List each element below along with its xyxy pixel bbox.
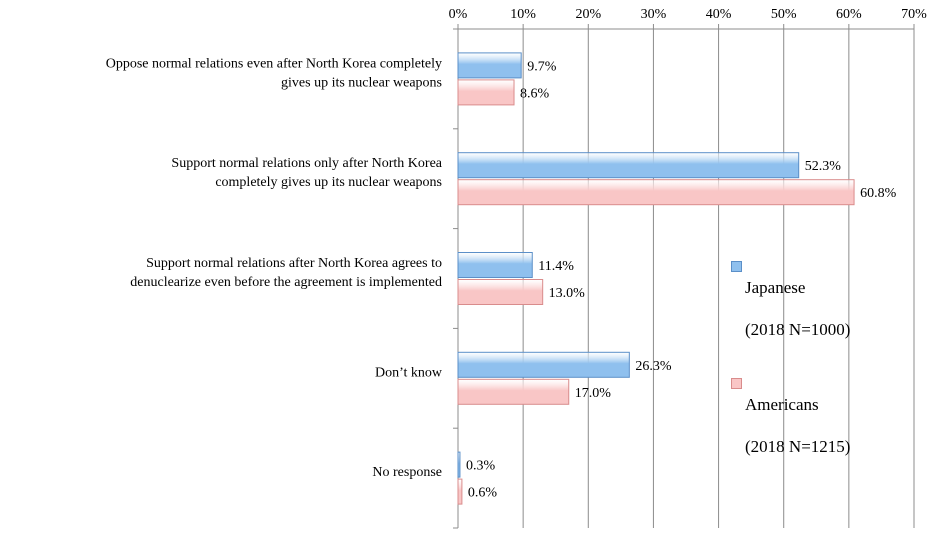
category-label: Support normal relations only after Nort…	[171, 156, 442, 190]
data-label: 11.4%	[538, 259, 574, 274]
legend-label-japanese: Japanese	[745, 278, 806, 297]
category-label-line: Don’t know	[375, 365, 443, 380]
x-tick-label: 0%	[449, 7, 468, 22]
legend-swatch-japanese	[731, 261, 742, 272]
category-label-line: Support normal relations only after Nort…	[171, 156, 442, 171]
bar-americans	[457, 378, 570, 405]
x-tick-label: 20%	[575, 7, 601, 22]
bar-americans	[457, 279, 544, 305]
legend-item-americans: Americans (2018 N=1215)	[731, 373, 850, 478]
data-label: 26.3%	[635, 359, 672, 374]
x-tick-label: 70%	[901, 7, 927, 22]
category-label-line: Oppose normal relations even after North…	[106, 56, 442, 71]
data-label: 0.3%	[466, 459, 496, 474]
data-label: 8.6%	[520, 86, 550, 101]
data-label: 0.6%	[468, 486, 498, 501]
bar-japanese	[457, 451, 461, 478]
legend-detail-americans: (2018 N=1215)	[745, 437, 851, 456]
data-label: 13.0%	[549, 286, 586, 301]
x-tick-label: 10%	[510, 7, 536, 22]
category-label: No response	[372, 465, 442, 480]
legend-swatch-americans	[731, 378, 742, 389]
x-tick-label: 50%	[771, 7, 797, 22]
category-label-line: denuclearize even before the agreement i…	[130, 275, 442, 290]
category-label: Oppose normal relations even after North…	[106, 56, 442, 90]
legend: Japanese (2018 N=1000) Americans (2018 N…	[731, 256, 850, 490]
x-tick-label: 60%	[836, 7, 862, 22]
legend-detail-japanese: (2018 N=1000)	[745, 320, 851, 339]
category-label-line: gives up its nuclear weapons	[281, 75, 442, 90]
bar-japanese	[457, 52, 522, 79]
x-tick-label: 30%	[641, 7, 667, 22]
bar-japanese	[457, 252, 533, 278]
bar-japanese	[457, 351, 630, 378]
category-label-line: Support normal relations after North Kor…	[146, 256, 442, 271]
bar-japanese	[457, 152, 800, 179]
bar-americans	[457, 179, 855, 206]
data-label: 60.8%	[860, 186, 897, 201]
category-label-line: completely gives up its nuclear weapons	[215, 175, 442, 190]
data-label: 9.7%	[527, 59, 557, 74]
data-label: 17.0%	[575, 386, 612, 401]
legend-item-japanese: Japanese (2018 N=1000)	[731, 256, 850, 361]
category-label-line: No response	[372, 465, 442, 480]
data-label: 52.3%	[805, 159, 842, 174]
legend-label-americans: Americans	[745, 395, 819, 414]
bar-americans	[457, 478, 463, 505]
bar-americans	[457, 79, 515, 106]
x-tick-label: 40%	[706, 7, 732, 22]
category-label: Support normal relations after North Kor…	[130, 256, 442, 290]
category-label: Don’t know	[375, 365, 443, 380]
